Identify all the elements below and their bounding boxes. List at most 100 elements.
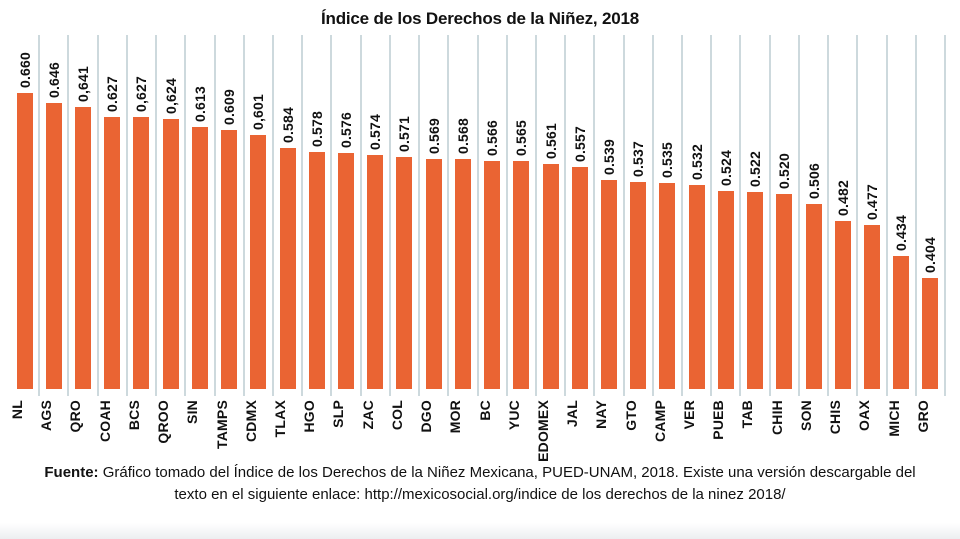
bar-value-label: 0.609: [221, 88, 238, 125]
bar-value-label: 0.404: [922, 236, 939, 273]
bar-value-label: 0.524: [717, 149, 734, 186]
bar-column: 0.660: [10, 52, 39, 389]
bar-column: 0.576: [331, 112, 360, 389]
bar-value-label: 0.576: [338, 111, 355, 148]
gridline: [885, 35, 888, 396]
source-label: Fuente:: [44, 464, 99, 481]
bar-column: 0,641: [68, 66, 97, 389]
bar-column: 0.609: [215, 89, 244, 389]
bar: [16, 93, 33, 389]
bar-value-label: 0.532: [688, 143, 705, 180]
source-line2: texto en el siguiente enlace: http://mex…: [174, 485, 786, 503]
bar-value-label: 0.557: [571, 125, 588, 162]
gridline: [96, 35, 99, 396]
bar-value-label: 0,601: [250, 93, 267, 130]
bar-column: 0.535: [653, 142, 682, 389]
bar: [747, 192, 764, 389]
bar: [805, 204, 822, 389]
x-axis-label: CAMP: [651, 400, 668, 443]
bar-value-label: 0,627: [133, 75, 150, 112]
bar: [104, 117, 121, 389]
gridline: [593, 35, 596, 396]
bottom-edge-shadow: [0, 523, 960, 539]
gridline: [67, 35, 70, 396]
gridline: [944, 35, 946, 396]
bar-column: 0.574: [361, 114, 390, 389]
bar-column: 0,627: [127, 76, 156, 389]
bar: [630, 182, 647, 389]
bar-column: 0.578: [302, 111, 331, 389]
x-axis-label: COAH: [96, 400, 113, 443]
bar-value-label: 0.571: [396, 115, 413, 152]
bar: [513, 161, 530, 389]
bar-value-label: 0.477: [863, 183, 880, 220]
x-axis-label: CHIS: [827, 400, 844, 435]
gridline: [271, 35, 274, 396]
bar-column: 0,601: [244, 94, 273, 389]
source-note-text: Fuente: Gráfico tomado del Índice de los…: [30, 462, 930, 506]
x-axis-label: SIN: [184, 400, 201, 424]
gridline: [739, 35, 742, 396]
bar-column: 0.557: [565, 126, 594, 389]
x-axis-label: ZAC: [359, 400, 376, 430]
bar-value-label: 0.613: [191, 85, 208, 122]
x-axis-label: PUEB: [710, 400, 727, 440]
source-note: Fuente: Gráfico tomado del Índice de los…: [30, 462, 930, 506]
bar: [279, 148, 296, 389]
x-axis-label: GRO: [914, 400, 931, 433]
bar-column: 0.520: [770, 153, 799, 389]
bar: [454, 159, 471, 389]
bar-value-label: 0.539: [600, 138, 617, 175]
gridline: [768, 35, 771, 396]
bar: [250, 135, 267, 389]
plot-area: 0.660 0.646 0,641 0.627 0,627 0,624 0.613 0.609…: [10, 35, 946, 396]
bar: [133, 117, 150, 389]
x-axis-label: SON: [797, 400, 814, 431]
bar: [425, 159, 442, 389]
bar-value-label: 0.569: [425, 117, 442, 154]
bar: [162, 119, 179, 389]
x-axis-label: EDOMEX: [534, 400, 551, 462]
bar-value-label: 0.561: [542, 122, 559, 159]
x-axis-label: BC: [476, 400, 493, 421]
bar: [308, 152, 325, 389]
x-axis-labels: NL AGS QRO COAH BCS QROO SIN TAMPS CDMX TLAX HGO SL…: [9, 400, 945, 464]
bar: [688, 185, 705, 389]
bar: [367, 155, 384, 389]
bar-column: 0.404: [916, 237, 945, 389]
x-axis-label: QROO: [155, 400, 172, 444]
bar-column: 0.522: [740, 151, 769, 389]
bar: [45, 103, 62, 389]
x-axis-label: YUC: [505, 400, 522, 431]
bar-column: 0.571: [390, 116, 419, 389]
bar-column: 0.584: [273, 107, 302, 389]
bar-column: 0.627: [98, 76, 127, 389]
bar-column: 0.532: [682, 144, 711, 389]
gridline: [38, 35, 41, 396]
bar: [542, 164, 559, 389]
bar: [659, 183, 676, 389]
bar-value-label: 0.584: [279, 106, 296, 143]
bar-value-label: 0.520: [776, 152, 793, 189]
bar-column: 0.646: [39, 62, 68, 389]
bar: [338, 153, 355, 389]
bar-column: 0,624: [156, 78, 185, 389]
bar: [834, 221, 851, 389]
bar-value-label: 0.506: [805, 162, 822, 199]
bar: [571, 167, 588, 389]
bar-value-label: 0.482: [834, 179, 851, 216]
bar-value-label: 0.660: [16, 51, 33, 88]
bar-value-label: 0.434: [893, 214, 910, 251]
bar: [893, 256, 910, 389]
gridline: [622, 35, 625, 396]
x-axis-label: MOR: [447, 400, 464, 434]
bar-column: 0.482: [828, 180, 857, 389]
x-axis-label: HGO: [301, 400, 318, 433]
x-axis-label: OAX: [856, 400, 873, 431]
bar-value-label: 0,641: [75, 65, 92, 102]
bar: [776, 194, 793, 389]
x-axis-label: VER: [681, 400, 698, 430]
x-axis-label: CDMX: [242, 400, 259, 443]
gridline: [681, 35, 684, 396]
